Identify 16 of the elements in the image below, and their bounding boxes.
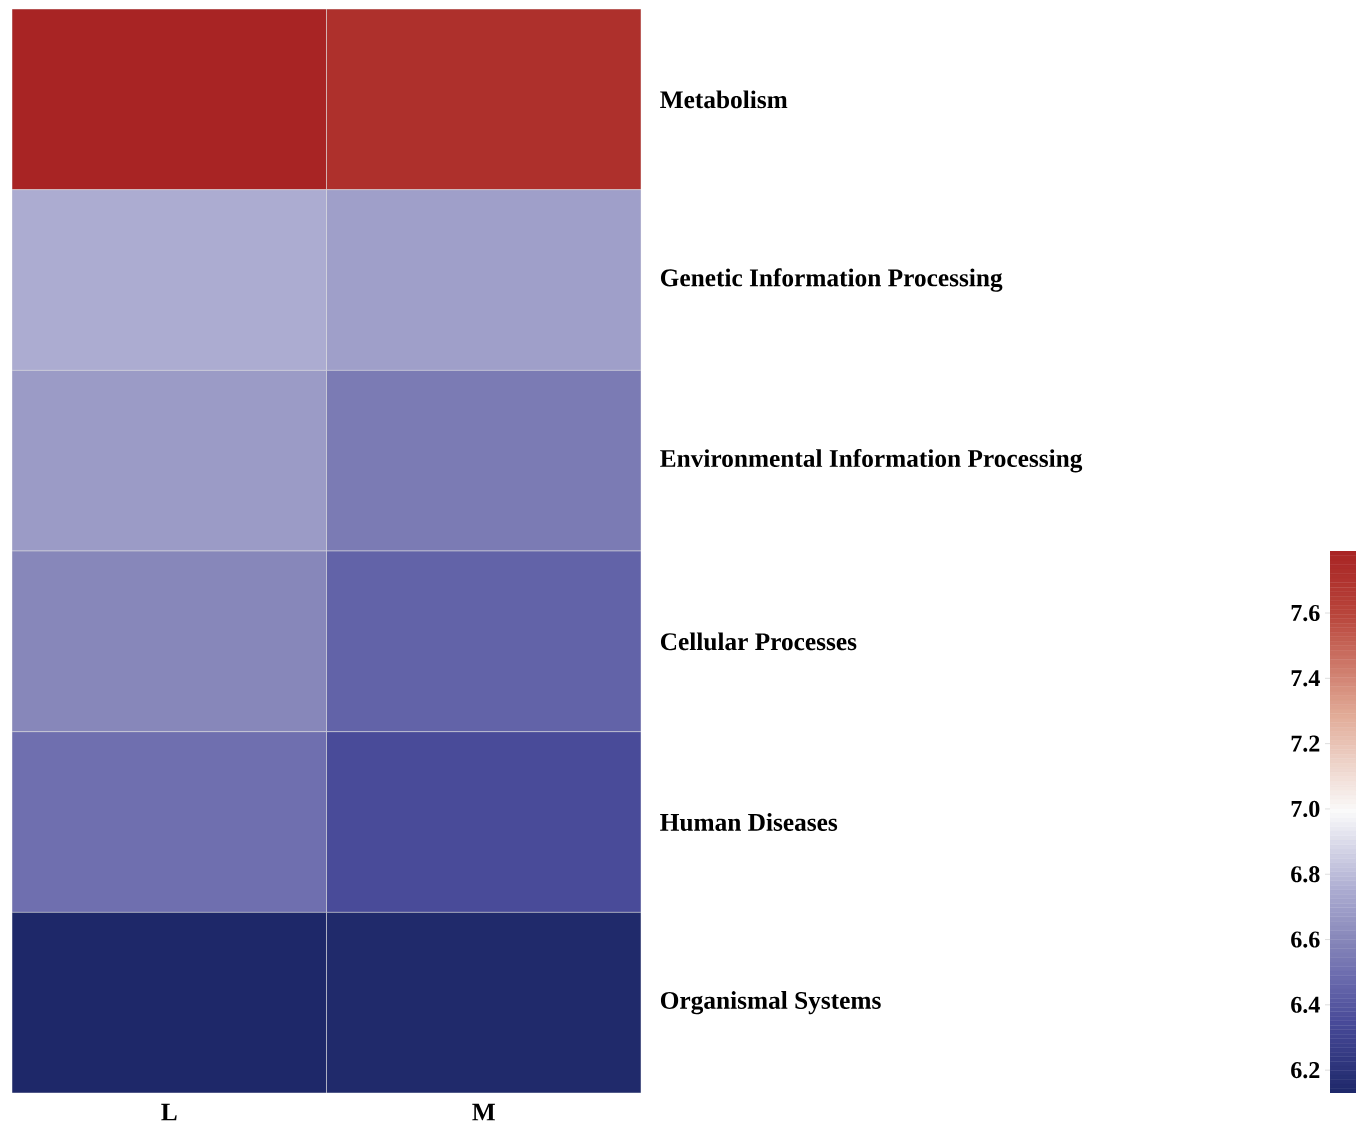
color-bar-label: 7.0 xyxy=(1291,800,1320,818)
y-tick-label: Genetic Information Processing xyxy=(660,268,1003,292)
x-tick-label: L xyxy=(161,1103,177,1121)
y-tick-label: Environmental Information Processing xyxy=(660,448,1083,473)
y-tick-label: Cellular Processes xyxy=(660,632,857,651)
y-tick-label: Human Diseases xyxy=(660,813,838,831)
color-bar-label: 6.4 xyxy=(1291,996,1320,1013)
x-tick-label: M xyxy=(472,1103,495,1121)
color-bar-label: 7.4 xyxy=(1291,670,1320,687)
color-bar-label: 6.8 xyxy=(1291,866,1320,883)
y-tick-label: Metabolism xyxy=(660,90,788,109)
color-bar-label: 7.2 xyxy=(1291,735,1320,752)
color-bar-label: 6.2 xyxy=(1291,1062,1320,1079)
color-bar-label: 6.6 xyxy=(1291,931,1320,948)
color-bar-label: 7.6 xyxy=(1291,604,1320,622)
y-tick-label: Organismal Systems xyxy=(660,991,881,1015)
